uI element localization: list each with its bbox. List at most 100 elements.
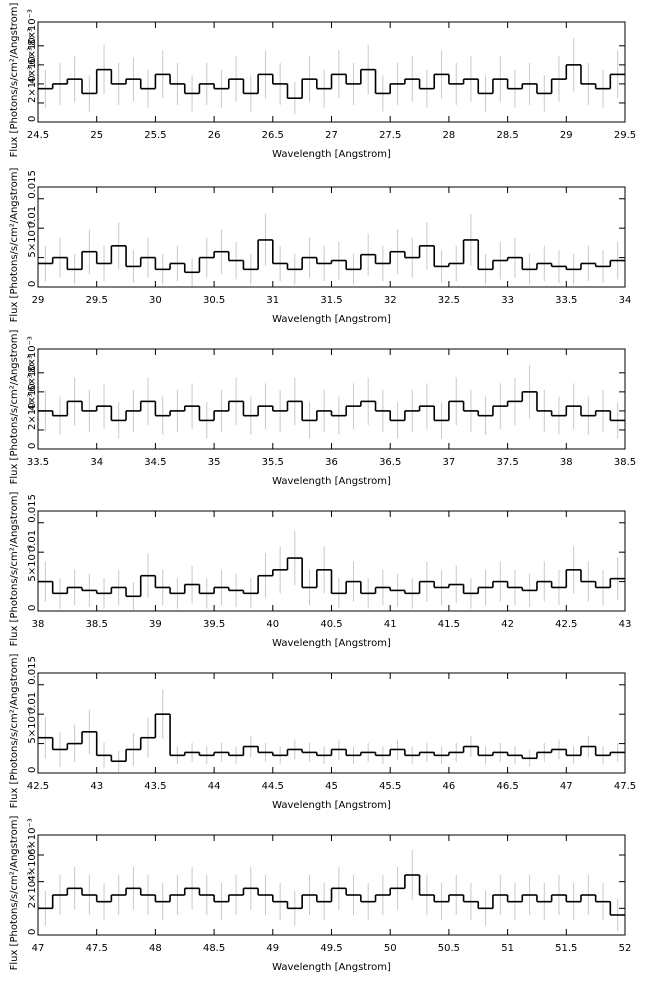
x-tick-label: 30.5 — [203, 295, 225, 306]
y-tick-label: 0 — [27, 767, 38, 773]
x-tick-label: 25.5 — [144, 130, 166, 141]
x-tick-label: 51 — [501, 943, 514, 954]
x-axis-label: Wavelength [Angstrom] — [272, 314, 391, 325]
x-tick-label: 27.5 — [379, 130, 401, 141]
y-tick-label: 2×10⁻³ — [27, 872, 38, 909]
x-tick-label: 40 — [266, 619, 279, 630]
x-tick-label: 28.5 — [496, 130, 518, 141]
x-tick-label: 43.5 — [144, 781, 166, 792]
x-tick-label: 38 — [560, 457, 573, 468]
step-riser — [51, 875, 612, 915]
x-tick-label: 46.5 — [496, 781, 518, 792]
y-axis-label: Flux [Photons/s/cm²/Angstrom] — [9, 330, 20, 485]
x-tick-label: 28 — [443, 130, 456, 141]
y-axis-label: Flux [Photons/s/cm²/Angstrom] — [9, 654, 20, 809]
x-tick-label: 27 — [325, 130, 338, 141]
x-tick-label: 48 — [149, 943, 162, 954]
y-tick-label: 6×10⁻³ — [27, 355, 38, 392]
y-tick-label: 5×10⁻³ — [27, 221, 38, 258]
y-axis-label: Flux [Photons/s/cm²/Angstrom] — [9, 168, 20, 323]
y-axis-label: Flux [Photons/s/cm²/Angstrom] — [9, 816, 20, 971]
x-tick-label: 33.5 — [27, 457, 49, 468]
y-tick-label: 0.01 — [27, 692, 38, 714]
y-axis-label: Flux [Photons/s/cm²/Angstrom] — [9, 492, 20, 647]
x-tick-label: 34.5 — [144, 457, 166, 468]
x-tick-label: 29.5 — [614, 130, 636, 141]
x-tick-label: 30 — [149, 295, 162, 306]
y-tick-label: 8×10⁻³ — [27, 9, 38, 46]
x-tick-label: 48.5 — [203, 943, 225, 954]
plot-area — [38, 365, 625, 439]
x-axis-label: Wavelength [Angstrom] — [272, 149, 391, 160]
x-tick-label: 36.5 — [379, 457, 401, 468]
plot-area — [38, 531, 625, 611]
x-tick-label: 29 — [32, 295, 45, 306]
x-tick-label: 41 — [384, 619, 397, 630]
y-tick-label: 0.01 — [27, 530, 38, 552]
x-tick-label: 42 — [501, 619, 514, 630]
x-tick-label: 50.5 — [438, 943, 460, 954]
x-tick-label: 43 — [90, 781, 103, 792]
y-axis-label: Flux [Photons/s/cm²/Angstrom] — [9, 3, 20, 158]
axes-frame — [37, 834, 626, 936]
x-tick-label: 29.5 — [86, 295, 108, 306]
x-tick-label: 50 — [384, 943, 397, 954]
x-tick-label: 47.5 — [86, 943, 108, 954]
x-tick-label: 26 — [208, 130, 221, 141]
x-tick-label: 45 — [325, 781, 338, 792]
x-tick-label: 34 — [619, 295, 632, 306]
x-tick-label: 33.5 — [555, 295, 577, 306]
y-tick-label: 0 — [27, 605, 38, 611]
x-tick-label: 37 — [443, 457, 456, 468]
axes-frame — [37, 186, 626, 288]
y-tick-label: 0.015 — [27, 656, 38, 685]
x-tick-label: 38 — [32, 619, 45, 630]
x-tick-label: 38.5 — [86, 619, 108, 630]
x-tick-label: 35 — [208, 457, 221, 468]
x-tick-label: 45.5 — [379, 781, 401, 792]
plot-area — [38, 38, 625, 115]
x-tick-label: 46 — [443, 781, 456, 792]
x-tick-label: 35.5 — [262, 457, 284, 468]
plot-area — [38, 849, 625, 931]
x-tick-label: 44.5 — [262, 781, 284, 792]
y-tick-label: 5×10⁻³ — [27, 545, 38, 582]
x-tick-label: 32 — [384, 295, 397, 306]
x-tick-label: 29 — [560, 130, 573, 141]
x-axis-label: Wavelength [Angstrom] — [272, 476, 391, 487]
x-tick-label: 31.5 — [320, 295, 342, 306]
x-tick-label: 47 — [560, 781, 573, 792]
y-tick-label: 5×10⁻³ — [27, 707, 38, 744]
step-riser — [51, 64, 612, 99]
x-tick-label: 33 — [501, 295, 514, 306]
x-axis-label: Wavelength [Angstrom] — [272, 800, 391, 811]
y-tick-label: 0 — [27, 116, 38, 122]
y-tick-label: 6×10⁻³ — [27, 818, 38, 855]
x-tick-label: 40.5 — [320, 619, 342, 630]
x-tick-label: 41.5 — [438, 619, 460, 630]
x-tick-label: 49 — [266, 943, 279, 954]
x-tick-label: 39.5 — [203, 619, 225, 630]
x-tick-label: 51.5 — [555, 943, 577, 954]
y-tick-label: 0 — [27, 281, 38, 287]
x-tick-label: 36 — [325, 457, 338, 468]
y-tick-label: 2×10⁻³ — [27, 66, 38, 103]
plot-area — [38, 689, 625, 772]
y-tick-label: 6×10⁻³ — [27, 28, 38, 65]
axes-frame — [37, 21, 626, 123]
step-riser — [51, 391, 612, 421]
y-tick-label: 4×10⁻³ — [27, 47, 38, 84]
x-tick-label: 49.5 — [320, 943, 342, 954]
x-tick-label: 37.5 — [496, 457, 518, 468]
x-tick-label: 42.5 — [555, 619, 577, 630]
x-tick-label: 31 — [266, 295, 279, 306]
step-riser — [51, 239, 612, 273]
y-tick-label: 2×10⁻³ — [27, 393, 38, 430]
x-tick-label: 38.5 — [614, 457, 636, 468]
x-tick-label: 24.5 — [27, 130, 49, 141]
y-tick-label: 0 — [27, 443, 38, 449]
x-tick-label: 25 — [90, 130, 103, 141]
x-tick-label: 44 — [208, 781, 221, 792]
y-tick-label: 8×10⁻³ — [27, 336, 38, 373]
x-tick-label: 43 — [619, 619, 632, 630]
